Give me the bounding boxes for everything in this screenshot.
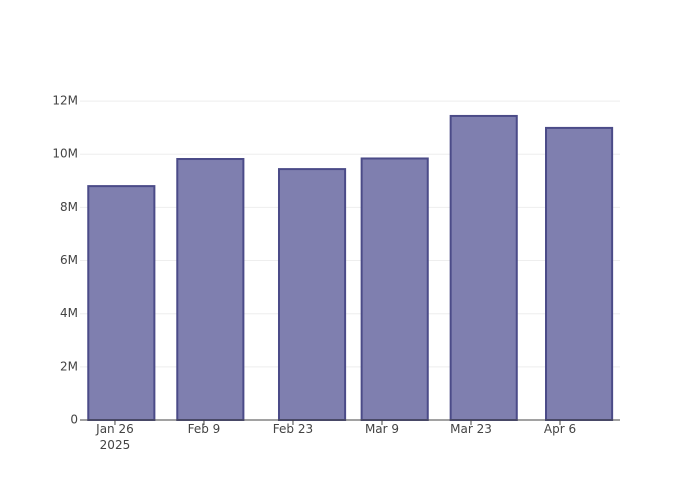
y-tick-label: 2M [60,359,78,373]
x-tick-label: Apr 6 [543,422,577,436]
x-tick-label: Feb 9 [187,422,221,436]
x-tick-label: Mar 23 [450,422,492,436]
bar [360,157,429,421]
bar [449,114,518,422]
y-tick-label: 12M [52,94,78,108]
x-tick-label: Mar 9 [364,422,400,436]
y-tick-label: 8M [60,200,78,214]
y-tick-label: 6M [60,253,78,267]
y-tick-label: 4M [60,306,78,320]
bar [277,168,347,421]
bar [87,185,156,421]
bar [545,126,614,421]
y-tick-label: 0 [70,413,78,427]
y-tick-label: 10M [52,147,78,161]
bar [176,158,245,421]
x-tick-label: Feb 23 [272,422,314,436]
x-tick-label: Jan 26 2025 [96,422,134,452]
